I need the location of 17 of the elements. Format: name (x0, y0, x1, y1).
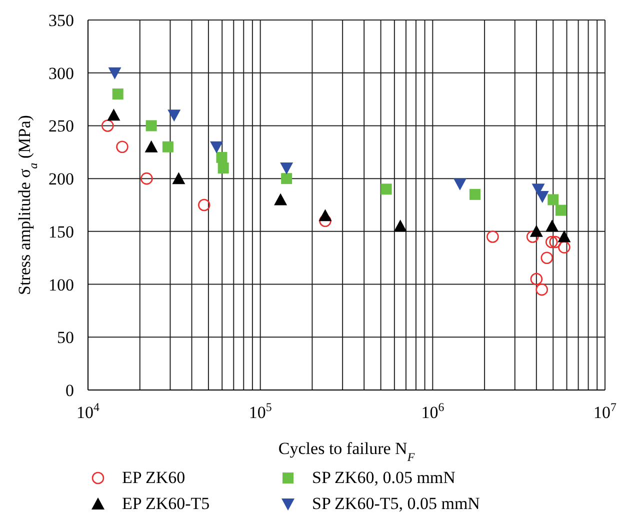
x-tick-label: 10$^{7}$ (594, 400, 617, 422)
y-tick-label: 250 (48, 116, 74, 136)
x-tick-label: 10$^{5}$ (248, 400, 272, 422)
legend-label: EP ZK60 (122, 468, 186, 488)
legend-label: SP ZK60-T5, 0.05 mmN (312, 494, 480, 514)
y-tick-label: 50 (57, 328, 74, 348)
y-tick-label: 200 (48, 170, 74, 189)
y-tick-label: 350 (48, 11, 74, 30)
y-tick-label: 150 (48, 222, 74, 242)
y-tick-label: 0 (66, 381, 74, 400)
x-axis-title: Cycles to failure N$_{F}$ (278, 439, 416, 464)
legend-label: EP ZK60-T5 (122, 494, 210, 514)
x-tick-label: 10$^{4}$ (76, 400, 100, 422)
x-tick-label: 10$^{6}$ (421, 400, 444, 422)
y-tick-label: 100 (48, 275, 74, 294)
y-tick-label: 300 (48, 64, 74, 83)
legend-label: SP ZK60, 0.05 mmN (312, 468, 456, 488)
